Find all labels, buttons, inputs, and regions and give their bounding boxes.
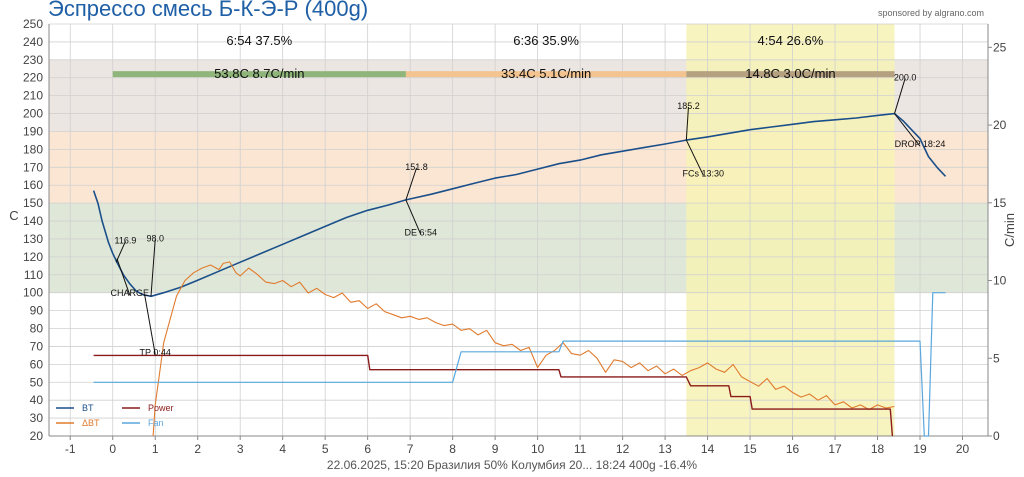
- phase-bar-2: [686, 71, 895, 78]
- annotation-leader: [116, 258, 131, 296]
- x-tick-label: 5: [322, 442, 329, 456]
- x-tick-label: 16: [786, 442, 800, 456]
- annotation-label: 98.0: [146, 234, 164, 244]
- x-tick-label: 12: [616, 442, 630, 456]
- y-tick-label: 20: [30, 429, 44, 443]
- annotation-label: 200.0: [894, 72, 917, 82]
- legend-label-ΔBT: ΔBT: [82, 418, 100, 428]
- annotation-leader: [685, 139, 704, 176]
- y-tick-label: 110: [24, 268, 43, 282]
- y-tick-label: 40: [30, 393, 44, 407]
- phase-bar-1: [405, 71, 687, 78]
- x-tick-label: 8: [449, 442, 456, 456]
- phase-time-label: 6:36 35.9%: [513, 33, 579, 48]
- x-tick-label: 7: [407, 442, 414, 456]
- annotation-label: DE 6:54: [405, 227, 438, 237]
- annotation-leader: [894, 78, 906, 114]
- y-tick-label: 130: [23, 232, 43, 246]
- y-tick-label: 30: [30, 411, 44, 425]
- y-tick-label: 250: [23, 17, 43, 31]
- x-tick-label: 18: [871, 442, 885, 456]
- annotation-leader: [150, 239, 156, 297]
- development-highlight: [686, 24, 895, 436]
- y-tick-label: 70: [30, 339, 44, 353]
- y-tick-label: 210: [23, 89, 43, 103]
- phase-stats-label: 53.8C 8.7C/min: [214, 66, 304, 81]
- y-axis-label: C: [9, 208, 18, 223]
- y-tick-label: 60: [30, 357, 44, 371]
- y-tick-label: 240: [23, 35, 43, 49]
- x-tick-label: 3: [237, 442, 244, 456]
- y2-tick-label: 25: [993, 40, 1007, 54]
- phase-stats-label: 33.4C 5.1C/min: [501, 66, 591, 81]
- annotation-leader: [144, 294, 156, 355]
- y-tick-label: 120: [23, 250, 43, 264]
- legend-label-Fan: Fan: [148, 418, 164, 428]
- y-tick-label: 90: [30, 304, 44, 318]
- x-tick-label: 15: [743, 442, 757, 456]
- y-tick-label: 170: [23, 160, 43, 174]
- annotation-leader: [894, 113, 921, 147]
- annotation-label: DROP 18:24: [895, 139, 946, 149]
- x-tick-label: 11: [574, 442, 587, 456]
- x-tick-label: 2: [194, 442, 201, 456]
- y-tick-label: 220: [23, 71, 43, 85]
- y-tick-label: 150: [23, 196, 43, 210]
- x-tick-label: 10: [531, 442, 545, 456]
- annotation-leader: [115, 241, 126, 263]
- x-tick-label: 0: [109, 442, 116, 456]
- annotation-label: 185.2: [677, 101, 700, 111]
- y-tick-label: 80: [30, 322, 44, 336]
- x-tick-label: 19: [913, 442, 927, 456]
- phase-stats-label: 14.8C 3.0C/min: [745, 66, 835, 81]
- annotation-label: 151.8: [405, 162, 428, 172]
- annotation-leader: [405, 167, 418, 201]
- y-tick-label: 200: [23, 107, 43, 121]
- annotation-label: TP 0:44: [140, 347, 171, 357]
- y2-tick-label: 0: [993, 429, 1000, 443]
- y2-tick-label: 10: [993, 274, 1007, 288]
- x-tick-label: 1: [152, 442, 159, 456]
- y-tick-label: 160: [23, 178, 43, 192]
- y-tick-label: 50: [30, 375, 44, 389]
- x-tick-label: 20: [956, 442, 970, 456]
- series-line-BT: [92, 112, 947, 298]
- x-tick-label: 13: [658, 442, 672, 456]
- y2-tick-label: 20: [993, 118, 1007, 132]
- annotation-leader: [685, 106, 689, 141]
- annotation-label: FCs 13:30: [683, 168, 725, 178]
- annotation-label: 116.9: [115, 235, 137, 245]
- sponsor-text: sponsored by algrano.com: [877, 8, 984, 18]
- legend-label-BT: BT: [82, 403, 94, 413]
- y2-tick-label: 5: [993, 351, 1000, 365]
- phase-time-label: 6:54 37.5%: [226, 33, 292, 48]
- y2-tick-label: 15: [993, 196, 1007, 210]
- y-tick-label: 100: [23, 286, 43, 300]
- annotation-leader: [405, 199, 422, 235]
- phase-bar-0: [112, 71, 406, 78]
- series-line-Fan: [93, 292, 946, 437]
- x-tick-label: -1: [65, 442, 76, 456]
- chart-title: Эспрессо смесь Б-К-Э-Р (400g): [48, 0, 369, 21]
- x-tick-label: 6: [364, 442, 371, 456]
- x-tick-label: 14: [701, 442, 715, 456]
- x-tick-label: 9: [492, 442, 499, 456]
- annotation-label: CHARGE: [110, 288, 149, 298]
- series-line-Power: [93, 354, 894, 437]
- x-tick-label: 17: [828, 442, 842, 456]
- phase-time-label: 4:54 26.6%: [758, 33, 824, 48]
- y2-axis-label: C/min: [1002, 213, 1017, 247]
- legend-label-Power: Power: [148, 403, 174, 413]
- series-line-ΔBT: [152, 261, 895, 437]
- roast-summary-footer: 22.06.2025, 15:20 Бразилия 50% Колумбия …: [326, 458, 698, 472]
- y-tick-label: 140: [23, 214, 43, 228]
- y-tick-label: 230: [23, 53, 43, 67]
- y-tick-label: 190: [23, 124, 43, 138]
- y-tick-label: 180: [23, 142, 43, 156]
- x-tick-label: 4: [279, 442, 286, 456]
